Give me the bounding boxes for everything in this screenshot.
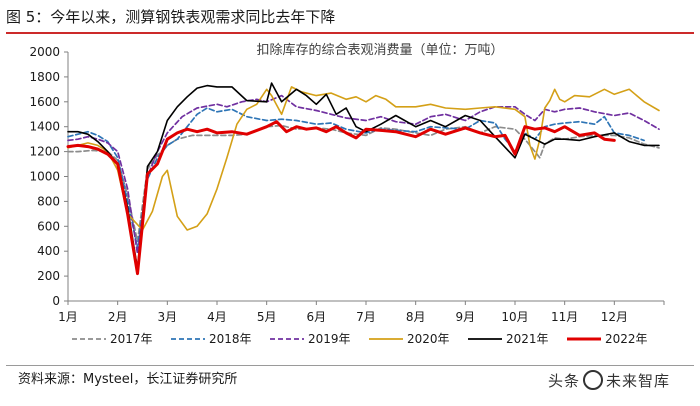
x-tick-label: 7月	[356, 310, 376, 324]
y-tick-label: 200	[37, 269, 60, 283]
line-chart: 扣除库存的综合表观消费量（单位：万吨） 0 200 400 600 800 1000 120…	[29, 42, 665, 346]
figure-title: 图 5：今年以来，测算钢铁表观需求同比去年下降	[6, 8, 336, 26]
x-tick-label: 10月	[501, 310, 528, 324]
y-tick-label: 2000	[29, 45, 60, 59]
watermark-logo-icon	[583, 369, 604, 390]
chart-title: 扣除库存的综合表观消费量（单位：万吨）	[256, 42, 503, 58]
y-axis: 0 200 400 600 800 1000 1200 1400 1600 1800 2000	[29, 45, 69, 308]
x-tick-label: 12月	[601, 310, 628, 324]
source-rule	[6, 365, 694, 366]
y-tick-label: 800	[37, 194, 60, 208]
title-rule	[6, 32, 694, 34]
series-line-2019年	[67, 94, 660, 255]
watermark-right-text: 未来智库	[606, 372, 671, 390]
y-tick-label: 1600	[29, 95, 60, 109]
watermark-left-text: 头条	[548, 372, 581, 390]
y-tick-label: 400	[37, 244, 60, 258]
series-line-2020年	[67, 86, 660, 231]
series-line-2017年	[67, 124, 660, 243]
y-tick-label: 1800	[29, 70, 60, 84]
x-tick-label: 6月	[307, 310, 327, 324]
x-tick-label: 5月	[257, 310, 277, 324]
legend-label: 2020年	[407, 332, 450, 346]
series-line-2021年	[67, 82, 660, 270]
legend-label: 2019年	[308, 332, 351, 346]
x-tick-label: 8月	[406, 310, 426, 324]
legend-label: 2017年	[110, 332, 153, 346]
legend: 2017年 2018年 2019年 2020年 2021年 2022年	[72, 332, 648, 346]
x-tick-label: 11月	[551, 310, 578, 324]
legend-label: 2022年	[605, 332, 648, 346]
x-tick-label: 4月	[207, 310, 227, 324]
series-line-2022年	[66, 120, 616, 276]
y-tick-label: 600	[37, 219, 60, 233]
legend-label: 2021年	[506, 332, 549, 346]
source-note: 资料来源：Mysteel，长江证券研究所	[18, 372, 238, 387]
y-tick-label: 1200	[29, 145, 60, 159]
x-tick-label: 9月	[456, 310, 476, 324]
y-tick-label: 1000	[29, 170, 60, 184]
legend-label: 2018年	[209, 332, 252, 346]
x-axis: 1月 2月 3月 4月 5月 6月 7月 8月 9月 10月 11月 12月	[58, 300, 665, 324]
y-tick-label: 0	[52, 294, 60, 308]
y-tick-label: 1400	[29, 120, 60, 134]
x-tick-label: 3月	[158, 310, 178, 324]
series-layer	[66, 82, 660, 276]
x-tick-label: 2月	[108, 310, 128, 324]
watermark: 头条 未来智库	[548, 368, 700, 394]
x-tick-label: 1月	[58, 310, 78, 324]
